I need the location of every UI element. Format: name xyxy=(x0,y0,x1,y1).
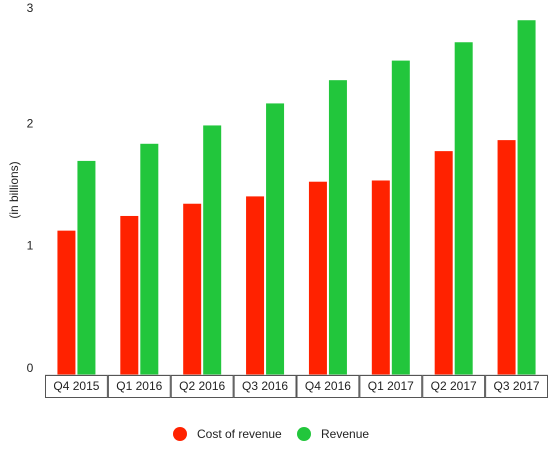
bars xyxy=(57,20,536,376)
x-category-cell xyxy=(107,375,171,398)
x-axis-category-cells: Q4 2015 Q1 2016 Q2 2016 Q3 2016 Q4 2016 Q1 20… xyxy=(45,375,548,398)
bar-revenue xyxy=(328,80,347,375)
x-tick-label: Q2 2017 xyxy=(431,379,477,393)
legend-marker xyxy=(297,427,311,441)
legend-label: Cost of revenue xyxy=(197,427,282,441)
x-tick-label: Q1 2017 xyxy=(368,379,414,393)
x-category-cell xyxy=(233,375,297,398)
y-tick-label: 3 xyxy=(27,1,34,15)
x-tick-label: Q1 2016 xyxy=(116,379,162,393)
bar-cost-of-revenue xyxy=(308,181,327,375)
legend-label: Revenue xyxy=(321,427,369,441)
x-category-cell xyxy=(359,375,423,398)
x-tick-label: Q4 2015 xyxy=(53,379,99,393)
bar-revenue xyxy=(203,125,222,375)
bar-revenue xyxy=(77,160,96,375)
bar-cost-of-revenue xyxy=(497,140,516,375)
x-category-cell xyxy=(422,375,486,398)
x-category-cell xyxy=(170,375,234,398)
legend: Cost of revenue Revenue xyxy=(173,427,369,441)
bar-revenue xyxy=(140,143,159,375)
x-category-cell xyxy=(296,375,360,398)
y-tick-label: 2 xyxy=(27,116,34,130)
bar-cost-of-revenue xyxy=(57,230,76,375)
y-tick-label: 0 xyxy=(27,361,34,375)
bar-revenue xyxy=(517,20,536,375)
x-tick-label: Q3 2017 xyxy=(494,379,540,393)
y-tick-label: 1 xyxy=(27,239,34,253)
y-axis-title: (in billions) xyxy=(7,161,21,218)
y-axis-ticks: 0 1 2 3 xyxy=(27,1,34,375)
bar-revenue xyxy=(266,103,285,376)
legend-marker xyxy=(173,427,187,441)
bar-cost-of-revenue xyxy=(183,203,202,375)
bar-revenue xyxy=(391,60,410,375)
bar-cost-of-revenue xyxy=(434,151,453,375)
bar-cost-of-revenue xyxy=(246,196,265,375)
x-category-cell xyxy=(485,375,548,398)
x-tick-label: Q4 2016 xyxy=(305,379,351,393)
x-category-cell xyxy=(45,375,108,398)
bar-revenue xyxy=(454,42,473,376)
bar-cost-of-revenue xyxy=(371,180,390,375)
x-tick-label: Q2 2016 xyxy=(179,379,225,393)
bar-cost-of-revenue xyxy=(120,215,139,375)
x-tick-label: Q3 2016 xyxy=(242,379,288,393)
